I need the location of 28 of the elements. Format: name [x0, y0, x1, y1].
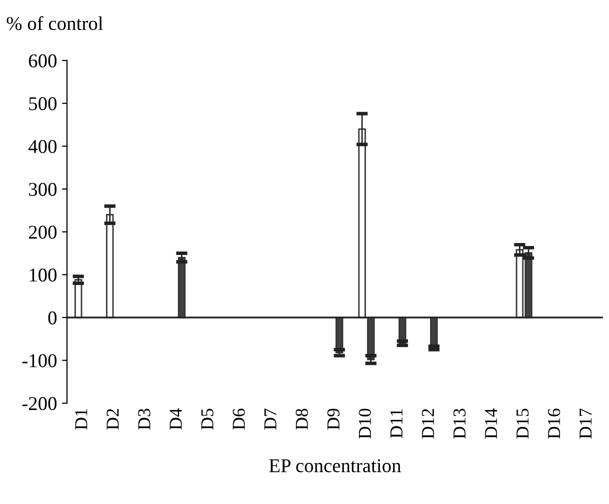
x-axis-title: EP concentration — [269, 459, 401, 472]
x-tick-label: D8 — [296, 408, 308, 430]
x-tick-label: D11 — [390, 409, 402, 438]
y-tick-label: 200 — [28, 226, 57, 239]
y-tick-label: 600 — [28, 54, 57, 68]
x-tick-label: D17 — [580, 408, 592, 439]
y-tick-label: 400 — [28, 140, 57, 154]
x-tick-label: D14 — [484, 408, 497, 439]
x-tick-label: D3 — [138, 408, 150, 430]
x-tick-label: D2 — [106, 409, 119, 430]
y-tick-label: -100 — [22, 354, 57, 368]
y-tick-label: 100 — [30, 268, 57, 282]
y-tick-label: -200 — [22, 397, 57, 410]
y-tick-label: 300 — [29, 182, 57, 196]
x-tick-label: D15 — [516, 408, 529, 439]
y-tick-label: 0 — [48, 311, 57, 324]
y-tick-label: 500 — [29, 97, 57, 110]
x-tick-label: D16 — [548, 408, 560, 439]
y-axis-title: % of control — [6, 16, 103, 30]
x-tick-label: D6 — [232, 408, 245, 430]
x-tick-label: D9 — [327, 408, 340, 430]
x-tick-label: D13 — [453, 408, 466, 439]
x-tick-label: D10 — [358, 408, 371, 439]
x-tick-label: D12 — [422, 409, 434, 439]
x-tick-label: D7 — [264, 408, 276, 430]
x-tick-label: D1 — [75, 409, 88, 430]
x-tick-label: D4 — [170, 408, 182, 430]
x-tick-label: D5 — [201, 408, 214, 430]
